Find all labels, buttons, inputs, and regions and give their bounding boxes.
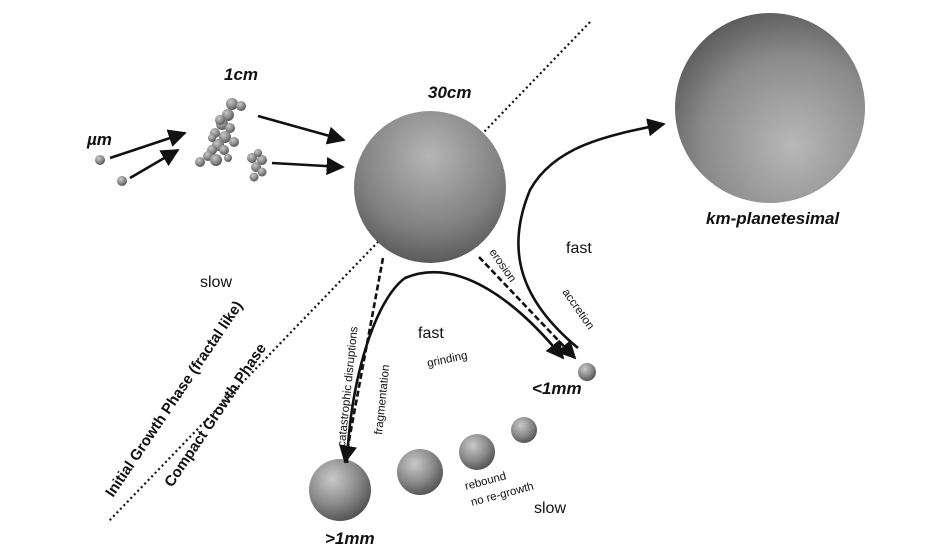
label-30cm: 30cm — [428, 83, 471, 102]
label-slow-left: slow — [200, 274, 232, 291]
fractal-aggregate-small — [247, 149, 267, 182]
rebound-sphere-1 — [397, 449, 443, 495]
micron-particle-1 — [95, 155, 105, 165]
label-gt-1mm: >1mm — [325, 529, 375, 548]
micron-particle-2 — [117, 176, 127, 186]
label-compact-growth-phase: Compact Growth Phase — [161, 340, 270, 490]
30cm-sphere — [354, 111, 506, 263]
label-um: µm — [86, 130, 112, 149]
arrow-1cm-to-30cm-b — [271, 156, 345, 176]
phase-boundary-line — [107, 21, 591, 523]
rebound-sphere-3 — [511, 417, 537, 443]
catastrophic-disruption-arrow — [339, 257, 385, 464]
label-km-planetesimal: km-planetesimal — [706, 209, 840, 228]
arrow-um-to-1cm-b — [129, 148, 180, 180]
label-lt-1mm: <1mm — [532, 379, 582, 398]
label-grinding: grinding — [426, 350, 469, 370]
label-1cm: 1cm — [224, 65, 258, 84]
arrow-1cm-to-30cm-a — [257, 114, 346, 145]
accretion-arrow — [517, 118, 666, 350]
label-fragmentation: fragmentation — [373, 364, 392, 435]
label-erosion: erosion — [487, 247, 518, 285]
km-planetesimal-sphere — [675, 13, 865, 203]
label-accretion: accretion — [560, 287, 597, 332]
large-fragment-sphere — [309, 459, 371, 521]
rebound-sphere-2 — [459, 434, 495, 470]
small-fragment-sphere — [578, 363, 596, 381]
arrow-um-to-1cm-a — [109, 129, 187, 160]
label-fast-mid: fast — [418, 325, 444, 342]
grinding-arrow — [345, 271, 565, 464]
label-fast-top: fast — [566, 240, 592, 257]
label-slow-bottom: slow — [534, 500, 566, 517]
fractal-aggregate-large — [195, 98, 246, 167]
erosion-arrow — [478, 256, 577, 360]
